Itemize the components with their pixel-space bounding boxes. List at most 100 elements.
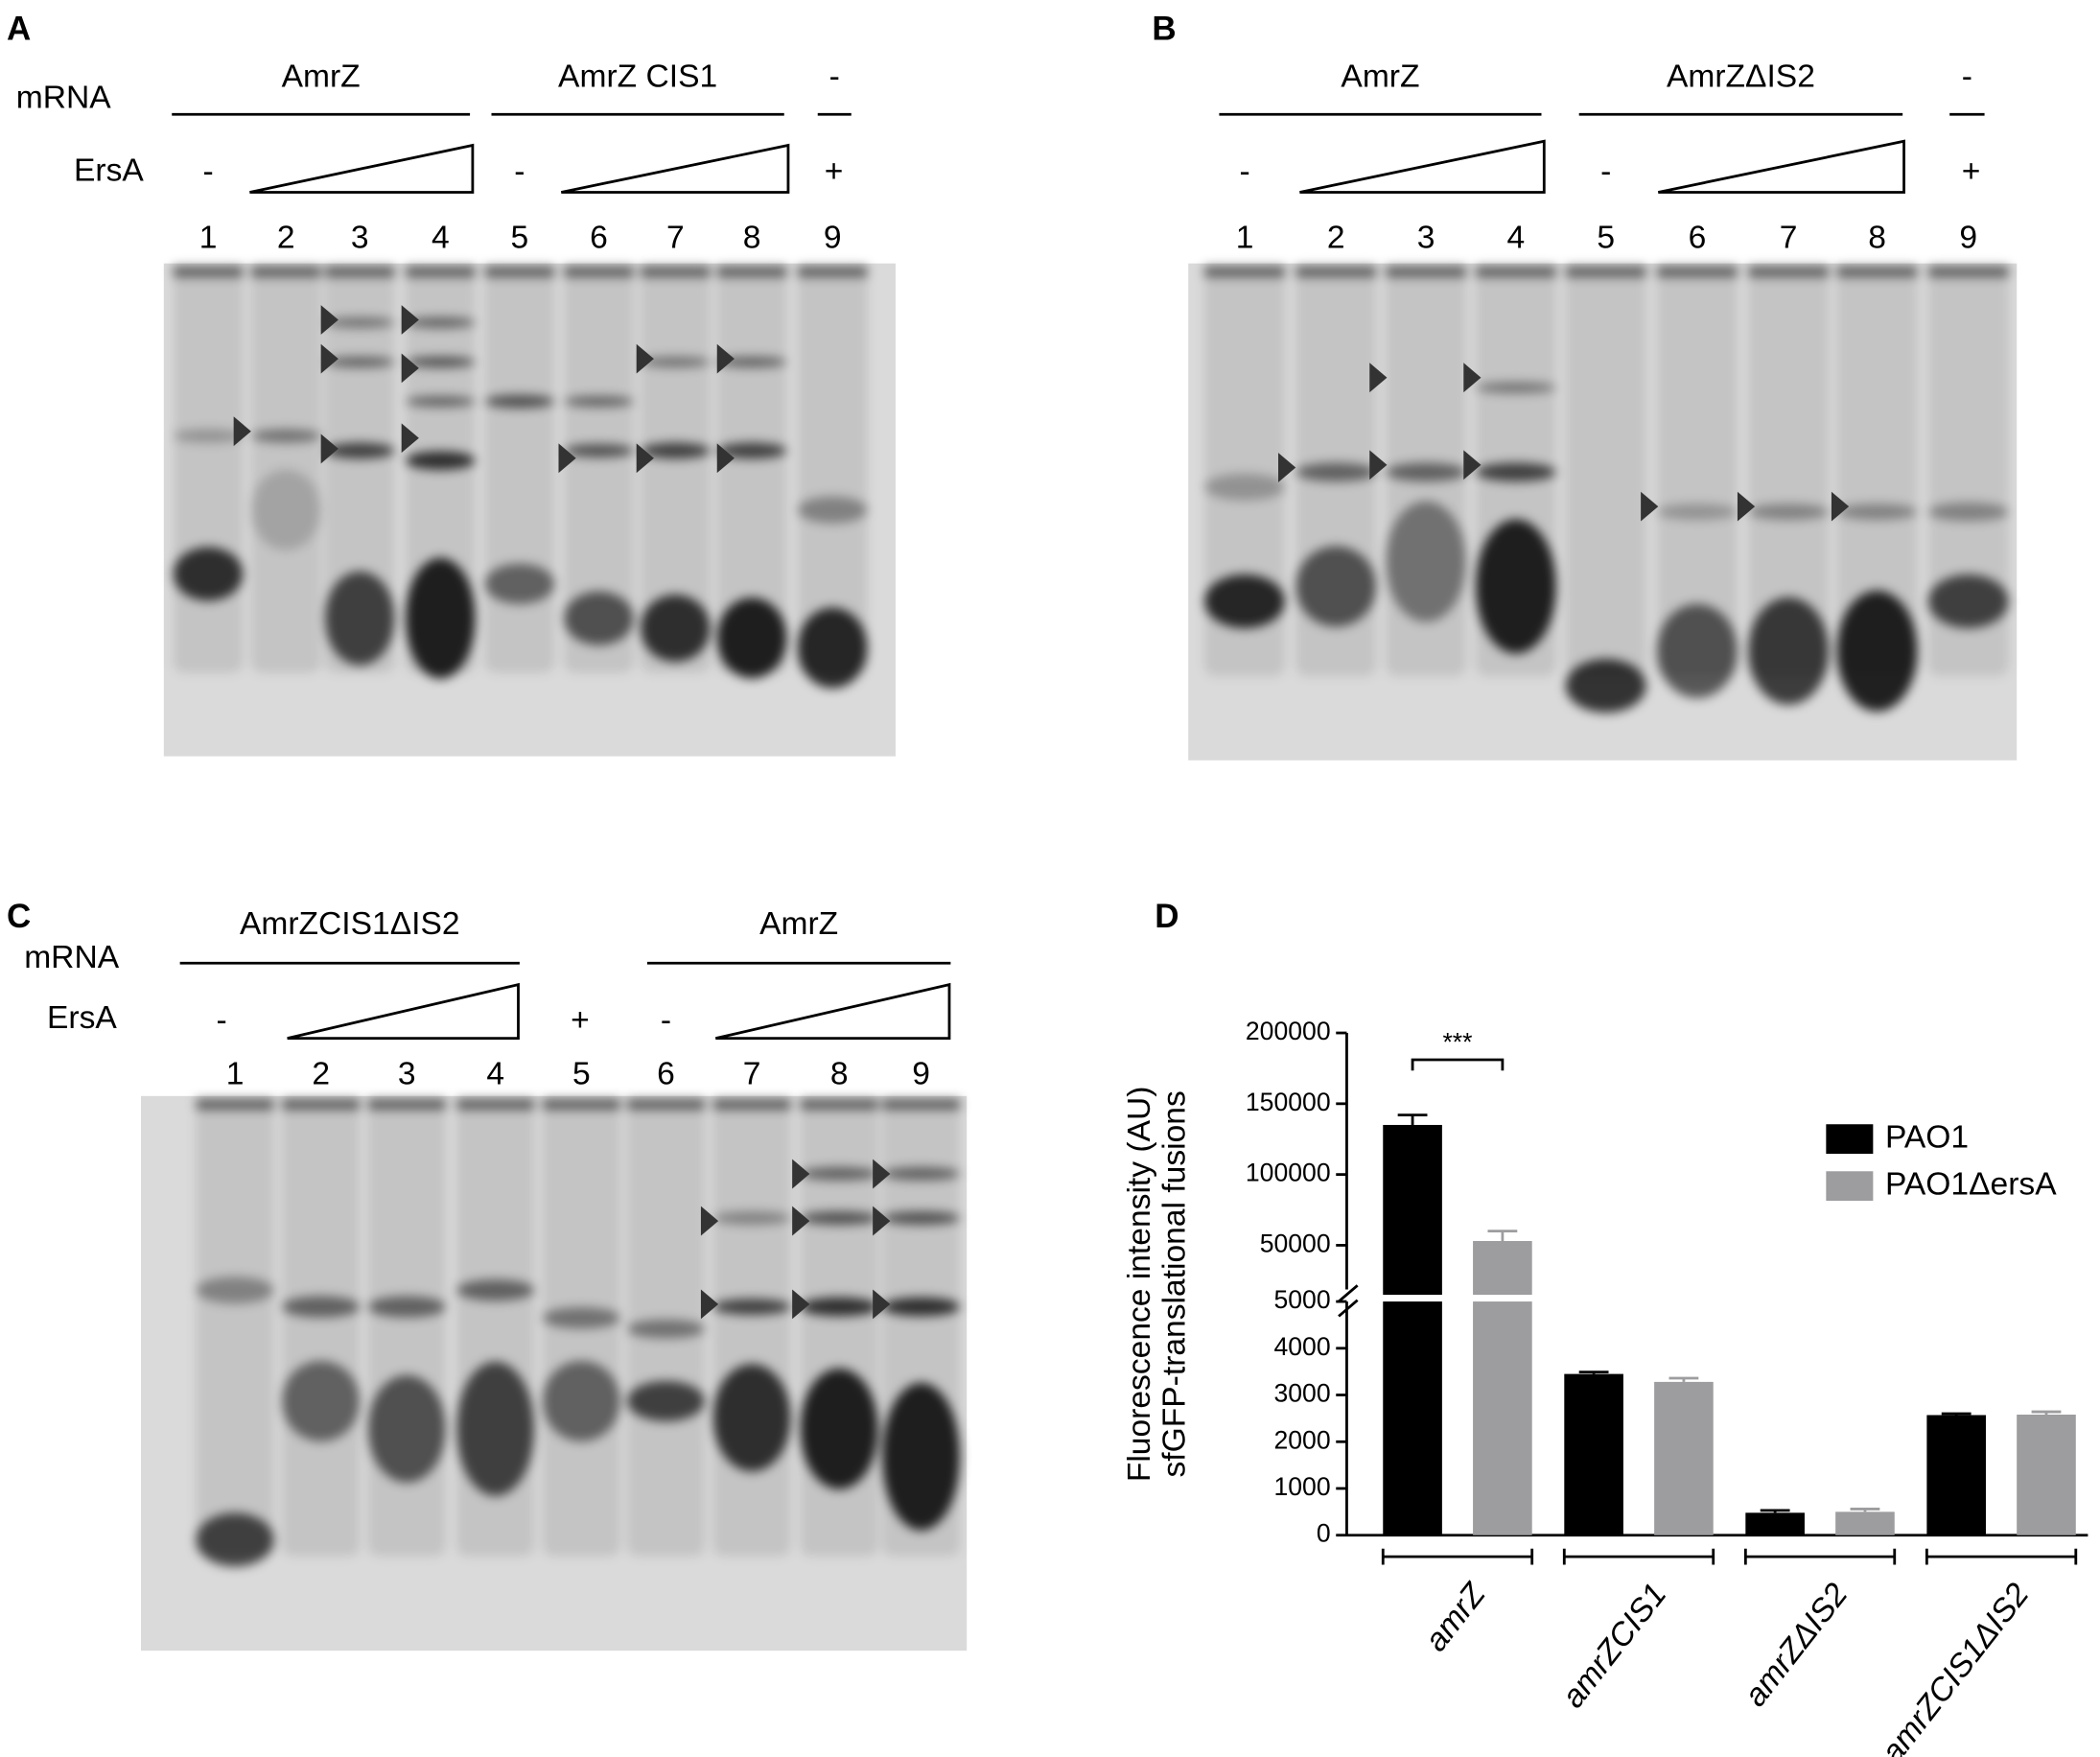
well [797,266,868,277]
well [800,1098,878,1110]
band [1295,546,1377,627]
band [324,316,395,328]
band [405,395,476,408]
arrowhead [1737,491,1756,522]
bar [1383,1301,1442,1535]
arrowhead [558,443,576,474]
legend-swatch [1826,1124,1874,1155]
gradient-triangle [715,982,951,1041]
band [1748,597,1830,705]
arrowhead [700,1206,719,1236]
row-label: mRNA [16,81,112,116]
lane [1656,269,1738,677]
band [626,1319,706,1339]
bar [1745,1512,1805,1535]
band [1748,504,1830,521]
band [1204,574,1286,628]
well [881,1098,961,1110]
band [484,563,555,604]
lane-number: 6 [1689,220,1707,255]
well [282,1098,361,1110]
lane-number: 4 [432,220,450,255]
band [800,1297,878,1317]
band [797,496,868,524]
band [626,1380,706,1421]
error-bar [2031,1410,2062,1416]
bar [2017,1415,2076,1535]
group-label: AmrZ CIS1 [558,59,717,94]
significance-label: *** [1442,1027,1472,1056]
band [712,1299,791,1315]
ersa-sign: + [1962,154,1981,190]
arrowhead [873,1289,891,1320]
arrowhead [233,416,251,447]
lane-number: 8 [743,220,761,255]
band [640,356,711,368]
arrowhead [1463,450,1482,480]
gel-bands [173,266,868,689]
band [1204,473,1286,501]
x-tick-label: amrZ [1418,1576,1493,1658]
band [250,469,321,551]
arrowhead [1278,453,1296,482]
band [405,451,476,471]
lane [1565,269,1646,677]
error-bar [1941,1412,1972,1416]
gradient-triangle [287,982,520,1041]
band [542,1360,620,1441]
lane-number: 7 [1780,220,1798,255]
arrowhead [1831,491,1850,522]
well [1295,266,1377,277]
ersa-sign: - [216,1003,226,1039]
arrowhead [792,1159,810,1189]
error-bar [1578,1370,1609,1374]
lane-number: 1 [199,220,218,255]
lane-number: 2 [1327,220,1345,255]
well [542,1098,620,1110]
band [484,394,555,409]
error-bar [1668,1376,1699,1382]
lane-number: 4 [486,1057,504,1092]
well [1204,266,1286,277]
category-bracket [1381,1548,1534,1565]
arrowhead [873,1159,891,1189]
arrowhead [716,343,735,374]
band [367,1374,446,1483]
gradient-triangle [249,143,475,194]
lane-number: 4 [1507,220,1526,255]
group-label: AmrZ [759,906,838,942]
band [716,597,787,679]
lane-number: 7 [743,1057,761,1092]
panel-letter: D [1155,898,1178,935]
lane [564,269,634,673]
band [712,1211,791,1226]
band [797,607,868,689]
lane-number: 3 [1417,220,1435,255]
well [1927,266,2009,277]
group-label: AmrZCIS1ΔIS2 [240,906,460,942]
lane [542,1101,620,1557]
x-tick-label: amrZΔIS2 [1738,1577,1855,1713]
error-bar [1487,1230,1518,1241]
bar [1564,1373,1623,1535]
band [800,1211,878,1226]
lane [640,269,711,673]
row-label: ErsA [74,152,144,188]
gradient-triangle [561,143,790,194]
lane-number: 5 [1597,220,1615,255]
lane-number: 6 [590,220,608,255]
y-tick-label: 1000 [1273,1472,1330,1501]
band [1475,382,1556,393]
arrowhead [320,343,338,374]
band [456,1361,535,1496]
arrowhead [401,305,419,335]
band [881,1211,961,1226]
band [716,356,787,368]
lane [1748,269,1830,677]
panel-letter: C [7,898,31,935]
band [282,1360,361,1441]
band [405,356,476,368]
lane-number: 5 [572,1057,591,1092]
legend-label: PAO1ΔersA [1885,1167,2057,1203]
